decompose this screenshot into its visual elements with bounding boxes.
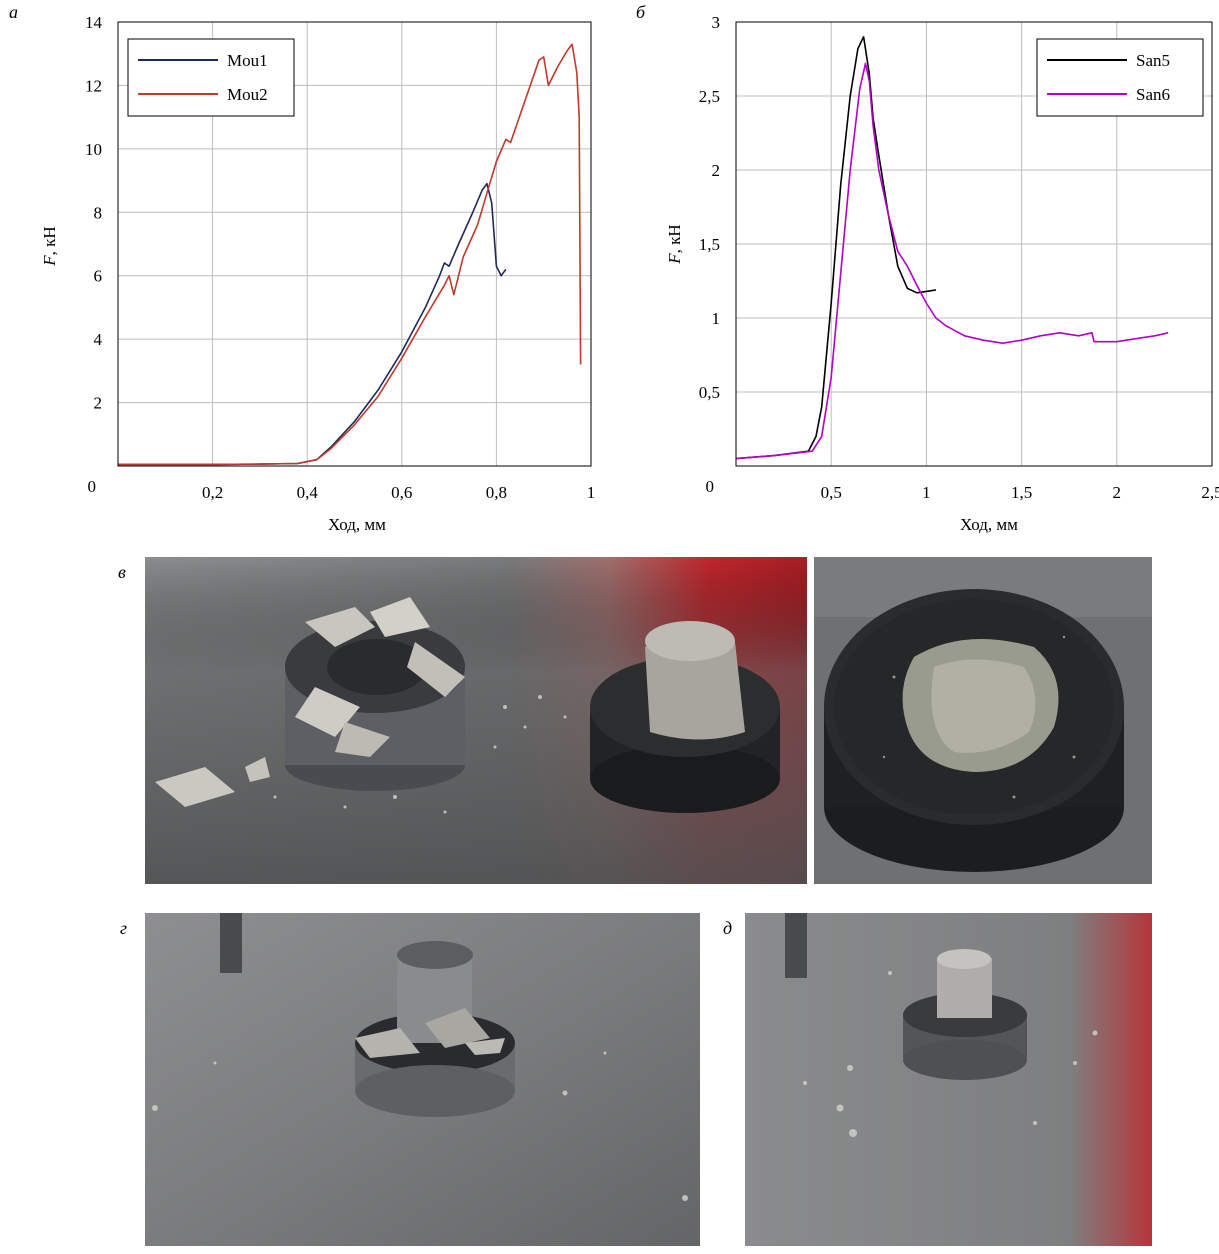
chart-b: 0,5 1 1,5 2 2,5 0,5 1 1,5 2 2,5 3 0 Ход, мм F, кН S… [665,13,1219,534]
chart-a-ylabel-var: F [40,255,59,267]
chart-b-xlabel: Ход, мм [960,515,1018,534]
chartA-y-tick-label: 2 [94,394,103,413]
chartB-x-tick-label: 0,5 [821,483,842,502]
chart-a-legend-label-mou1: Mou1 [227,51,268,70]
chartB-y-tick-label: 1,5 [699,235,720,254]
chartA-y-tick-label: 8 [94,203,103,222]
chartB-origin-label: 0 [706,477,715,496]
chart-b-legend-label-san6: San6 [1136,85,1170,104]
chartA-series-mou1 [118,182,507,466]
chartB-series-san6 [735,62,1169,460]
chartA-series-mou2 [118,43,582,466]
photo-g-cylinder-on-disc [145,913,700,1246]
photo-d-small-cylinder [745,913,1152,1246]
chartA-x-tick-label: 0,2 [202,483,223,502]
chart-b-ylabel-var: F [665,253,684,265]
chartA-x-tick-label: 0,6 [391,483,412,502]
chartA-y-tick-label: 10 [85,140,102,159]
chartB-x-tick-label: 2,5 [1201,483,1219,502]
chartB-y-tick-label: 0,5 [699,383,720,402]
chart-b-legend-label-san5: San5 [1136,51,1170,70]
chart-b-ylabel-unit: , кН [665,224,684,253]
chart-a-legend-box [127,38,295,117]
chartA-origin-label: 0 [88,477,97,496]
chartB-y-tick-label: 3 [712,13,721,32]
chartB-x-tick-label: 1 [922,483,931,502]
chart-b-ylabel: F, кН [665,224,684,264]
chartA-y-tick-label: 6 [94,267,103,286]
chartB-y-tick-label: 2 [712,161,721,180]
chart-a-xlabel: Ход, мм [328,515,386,534]
chartB-y-tick-label: 1 [712,309,721,328]
chart-a-ylabel: F, кН [40,226,59,266]
photo-v-powder-disc [814,557,1152,884]
chart-a-ylabel-unit: , кН [40,226,59,255]
chartA-y-tick-label: 4 [94,330,103,349]
panel-letter-g: г [120,918,128,938]
chart-a-plot-frame [117,21,592,467]
chart-a-legend-label-mou2: Mou2 [227,85,268,104]
chart-b-series [735,35,1169,460]
chartA-y-tick-label: 12 [85,76,102,95]
chartA-x-tick-label: 0,8 [486,483,507,502]
chartA-y-tick-label: 14 [85,13,103,32]
chart-b-ticks: 0,5 1 1,5 2 2,5 0,5 1 1,5 2 2,5 3 0 [699,13,1219,502]
photo-v-broken-disc [145,557,807,884]
chartB-y-tick-label: 2,5 [699,87,720,106]
chart-b-plot-frame [735,21,1213,467]
chartB-series-san5 [735,35,937,460]
chart-b-legend: San5 San6 [1036,38,1204,117]
chart-b-legend-box [1036,38,1204,117]
chartA-x-tick-label: 0,4 [297,483,319,502]
panel-letter-v: в [118,562,126,582]
panel-letter-b: б [636,2,646,22]
chartA-x-tick-label: 1 [587,483,596,502]
chartB-x-tick-label: 1,5 [1011,483,1032,502]
panel-letter-d: д [723,918,733,938]
chart-a-legend: Mou1 Mou2 [127,38,295,117]
chart-a-series [118,43,582,466]
chartB-x-tick-label: 2 [1113,483,1122,502]
panel-letter-a: а [9,2,18,22]
